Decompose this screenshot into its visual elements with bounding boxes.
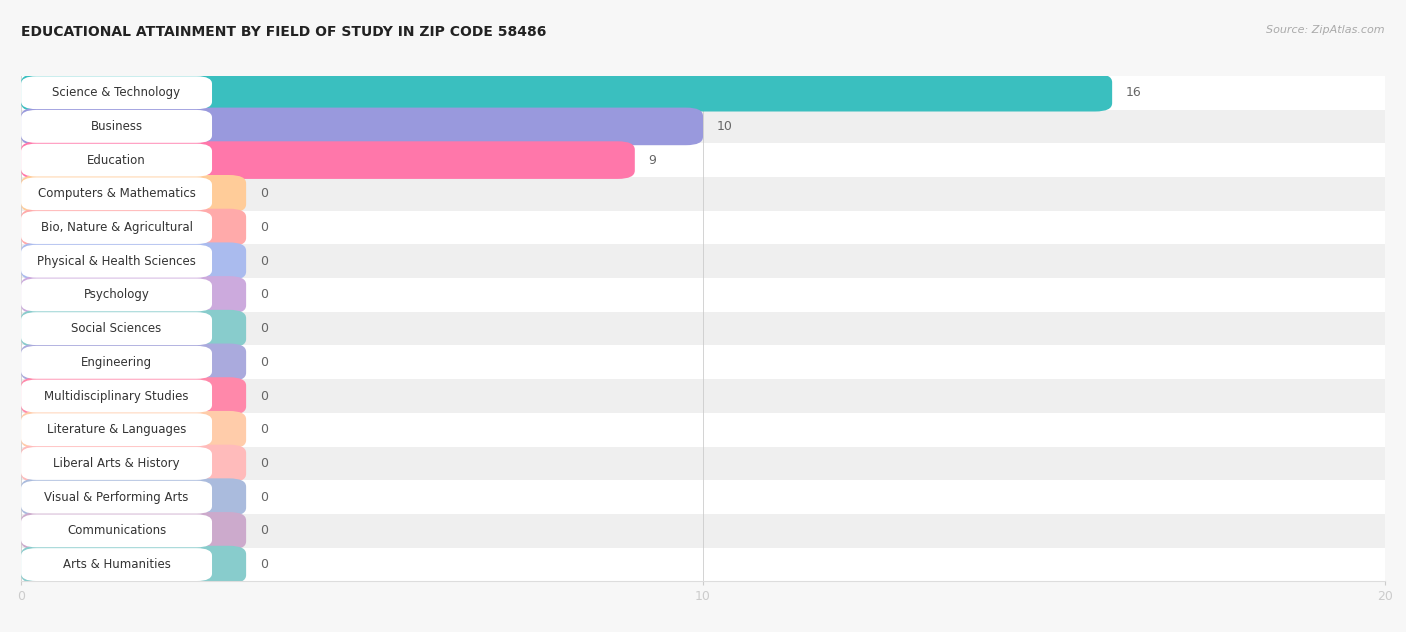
FancyBboxPatch shape [21, 211, 212, 244]
Bar [21, 346, 1385, 379]
Text: Psychology: Psychology [83, 288, 149, 301]
Bar [21, 245, 1385, 278]
Bar [21, 312, 1385, 346]
Text: Computers & Mathematics: Computers & Mathematics [38, 187, 195, 200]
FancyBboxPatch shape [21, 175, 246, 212]
Bar [21, 548, 1385, 581]
FancyBboxPatch shape [21, 279, 212, 312]
Text: 9: 9 [648, 154, 657, 167]
FancyBboxPatch shape [21, 312, 212, 345]
Bar [21, 413, 1385, 447]
Bar [21, 143, 1385, 177]
Bar [21, 514, 1385, 548]
Text: 0: 0 [260, 389, 267, 403]
Text: 16: 16 [1126, 86, 1142, 99]
Text: Physical & Health Sciences: Physical & Health Sciences [37, 255, 195, 268]
FancyBboxPatch shape [21, 209, 246, 246]
Bar [21, 76, 1385, 109]
Text: Visual & Performing Arts: Visual & Performing Arts [45, 490, 188, 504]
Text: Liberal Arts & History: Liberal Arts & History [53, 457, 180, 470]
FancyBboxPatch shape [21, 245, 212, 277]
FancyBboxPatch shape [21, 447, 212, 480]
FancyBboxPatch shape [21, 142, 636, 179]
FancyBboxPatch shape [21, 74, 1112, 111]
Text: Business: Business [90, 120, 142, 133]
Text: Bio, Nature & Agricultural: Bio, Nature & Agricultural [41, 221, 193, 234]
Text: 0: 0 [260, 255, 267, 268]
Bar [21, 447, 1385, 480]
Bar [21, 278, 1385, 312]
FancyBboxPatch shape [21, 107, 703, 145]
Text: Literature & Languages: Literature & Languages [46, 423, 186, 436]
FancyBboxPatch shape [21, 548, 212, 581]
Text: 10: 10 [717, 120, 733, 133]
FancyBboxPatch shape [21, 445, 246, 482]
Text: 0: 0 [260, 457, 267, 470]
Text: 0: 0 [260, 187, 267, 200]
Text: 0: 0 [260, 525, 267, 537]
FancyBboxPatch shape [21, 411, 246, 449]
FancyBboxPatch shape [21, 346, 212, 379]
Bar [21, 210, 1385, 245]
FancyBboxPatch shape [21, 178, 212, 210]
Text: Source: ZipAtlas.com: Source: ZipAtlas.com [1267, 25, 1385, 35]
FancyBboxPatch shape [21, 344, 246, 381]
FancyBboxPatch shape [21, 481, 212, 514]
Text: 0: 0 [260, 490, 267, 504]
Text: EDUCATIONAL ATTAINMENT BY FIELD OF STUDY IN ZIP CODE 58486: EDUCATIONAL ATTAINMENT BY FIELD OF STUDY… [21, 25, 547, 39]
Bar [21, 109, 1385, 143]
Text: Arts & Humanities: Arts & Humanities [63, 558, 170, 571]
FancyBboxPatch shape [21, 546, 246, 583]
Text: 0: 0 [260, 221, 267, 234]
FancyBboxPatch shape [21, 110, 212, 143]
FancyBboxPatch shape [21, 276, 246, 313]
FancyBboxPatch shape [21, 76, 212, 109]
FancyBboxPatch shape [21, 377, 246, 415]
Text: Multidisciplinary Studies: Multidisciplinary Studies [45, 389, 188, 403]
FancyBboxPatch shape [21, 512, 246, 550]
Bar [21, 480, 1385, 514]
Text: 0: 0 [260, 356, 267, 369]
Text: Education: Education [87, 154, 146, 167]
Text: Engineering: Engineering [82, 356, 152, 369]
FancyBboxPatch shape [21, 243, 246, 280]
FancyBboxPatch shape [21, 143, 212, 176]
Text: Communications: Communications [67, 525, 166, 537]
FancyBboxPatch shape [21, 514, 212, 547]
Bar [21, 177, 1385, 210]
FancyBboxPatch shape [21, 413, 212, 446]
FancyBboxPatch shape [21, 310, 246, 348]
Text: 0: 0 [260, 423, 267, 436]
Text: 0: 0 [260, 558, 267, 571]
Bar [21, 379, 1385, 413]
Text: Social Sciences: Social Sciences [72, 322, 162, 335]
Text: Science & Technology: Science & Technology [52, 86, 180, 99]
Text: 0: 0 [260, 288, 267, 301]
FancyBboxPatch shape [21, 478, 246, 516]
Text: 0: 0 [260, 322, 267, 335]
FancyBboxPatch shape [21, 380, 212, 413]
